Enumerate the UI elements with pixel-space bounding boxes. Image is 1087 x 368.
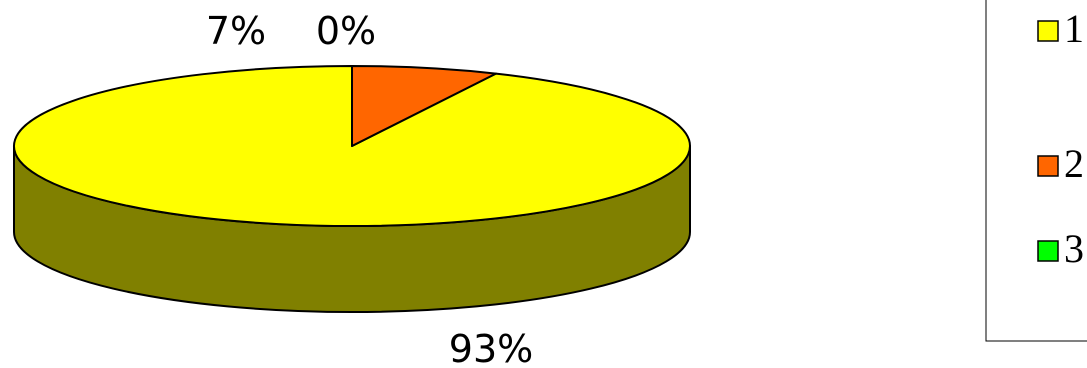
legend-swatch-1	[1037, 20, 1059, 42]
pie-layer	[13, 65, 691, 313]
legend-label-3: 3	[1064, 226, 1084, 271]
legend-label-2: 2	[1064, 141, 1084, 186]
data-label-2: 7%	[206, 9, 266, 53]
pie-slice-2	[351, 65, 497, 147]
legend-box	[985, 0, 1087, 342]
legend-label-1: 1	[1064, 6, 1084, 51]
data-label-3: 0%	[316, 9, 376, 53]
data-labels: 93% 7% 0%	[206, 9, 533, 368]
data-label-1: 93%	[449, 327, 533, 368]
legend-swatch-2	[1037, 155, 1059, 177]
legend-swatch-3	[1037, 240, 1059, 262]
legend: 1 2 3	[985, 0, 1087, 342]
